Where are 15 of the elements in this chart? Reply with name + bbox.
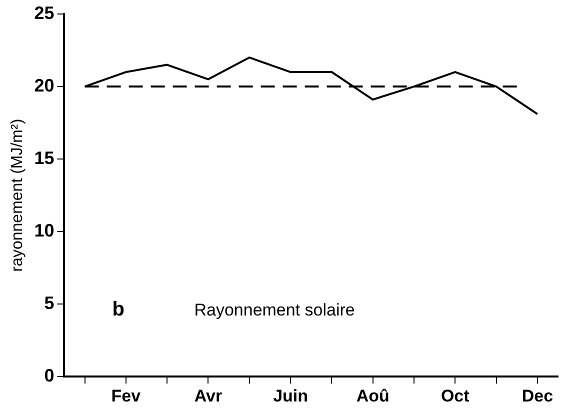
y-tick-label: 15 <box>34 148 54 168</box>
x-tick-label: Dec <box>522 386 554 406</box>
annotation: b <box>112 298 124 321</box>
x-tick-label: Aoû <box>356 386 390 406</box>
y-tick-label: 5 <box>44 293 54 314</box>
x-tick-label: Avr <box>194 386 222 406</box>
y-tick-label: 20 <box>34 75 54 96</box>
x-tick-label: Oct <box>440 386 470 406</box>
y-tick-label: 0 <box>44 366 54 386</box>
x-tick-label: Fev <box>111 386 142 406</box>
y-tick-label: 25 <box>34 2 54 23</box>
y-tick-label: 10 <box>34 220 54 241</box>
x-tick-label: Juin <box>273 386 308 406</box>
y-axis-title: rayonnement (MJ/m²) <box>9 118 26 272</box>
annotation: Rayonnement solaire <box>194 300 355 320</box>
